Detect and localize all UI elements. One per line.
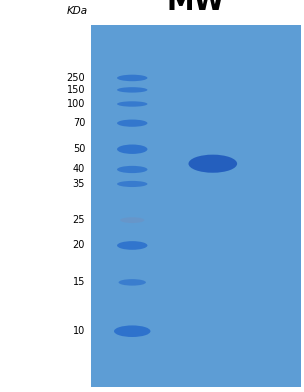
Text: 250: 250	[67, 73, 85, 83]
Text: 15: 15	[73, 278, 85, 287]
Ellipse shape	[188, 155, 237, 173]
Ellipse shape	[117, 181, 147, 187]
Ellipse shape	[117, 120, 147, 127]
Ellipse shape	[117, 241, 147, 250]
Ellipse shape	[114, 325, 150, 337]
Ellipse shape	[117, 145, 147, 154]
Text: 100: 100	[67, 99, 85, 109]
Ellipse shape	[117, 166, 147, 173]
Text: 25: 25	[73, 215, 85, 225]
Text: 150: 150	[67, 85, 85, 95]
Text: 50: 50	[73, 144, 85, 154]
Ellipse shape	[117, 87, 147, 93]
Text: 40: 40	[73, 165, 85, 174]
Ellipse shape	[119, 279, 146, 286]
Ellipse shape	[120, 217, 144, 223]
Text: 10: 10	[73, 326, 85, 336]
FancyBboxPatch shape	[91, 25, 301, 387]
Text: MW: MW	[167, 0, 225, 16]
Ellipse shape	[117, 75, 147, 81]
Text: KDa: KDa	[67, 5, 88, 16]
Text: 35: 35	[73, 179, 85, 189]
Text: 20: 20	[73, 240, 85, 250]
Text: 70: 70	[73, 118, 85, 128]
Ellipse shape	[117, 101, 147, 107]
